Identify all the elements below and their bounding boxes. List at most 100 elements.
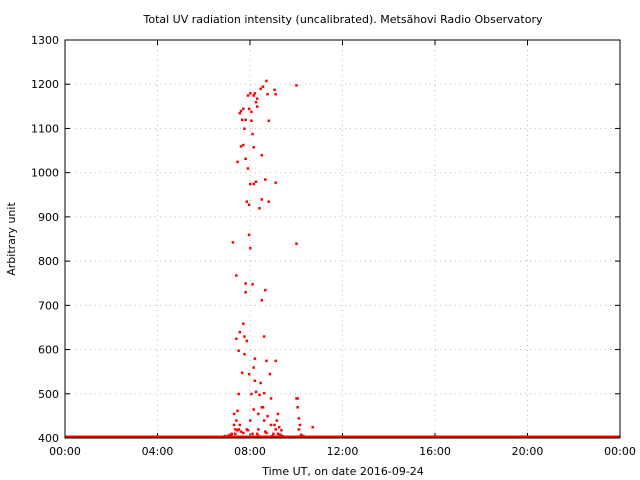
- data-point: [252, 94, 255, 97]
- x-tick-label: 08:00: [234, 445, 266, 458]
- data-point: [262, 335, 266, 338]
- data-point: [302, 434, 305, 438]
- data-point: [165, 435, 169, 439]
- data-point: [264, 288, 267, 292]
- data-point: [273, 88, 276, 92]
- data-point: [259, 381, 262, 385]
- data-point: [251, 132, 254, 136]
- x-tick-label: 16:00: [419, 445, 451, 458]
- data-point: [223, 434, 227, 438]
- data-point: [243, 127, 246, 130]
- data-point: [281, 434, 284, 438]
- data-point: [255, 105, 259, 108]
- data-point: [244, 118, 247, 122]
- data-point: [269, 397, 273, 400]
- data-point: [243, 352, 246, 356]
- data-point: [244, 157, 247, 161]
- data-point: [296, 397, 299, 400]
- data-point: [220, 435, 223, 439]
- y-tick-label: 1200: [31, 78, 59, 91]
- data-point: [245, 339, 249, 343]
- data-point: [255, 432, 259, 436]
- data-point: [244, 291, 247, 294]
- data-point: [266, 92, 269, 96]
- data-point: [250, 119, 253, 122]
- data-point: [242, 107, 245, 111]
- data-point: [232, 423, 236, 427]
- data-point: [249, 182, 252, 186]
- data-point: [238, 111, 242, 115]
- y-tick-label: 500: [38, 388, 59, 401]
- data-point: [177, 435, 180, 439]
- data-point: [239, 109, 243, 113]
- data-point: [250, 110, 253, 114]
- data-point: [311, 425, 314, 429]
- data-point: [267, 200, 270, 203]
- data-point: [274, 92, 277, 96]
- data-point: [236, 429, 239, 432]
- data-point: [242, 143, 245, 147]
- y-tick-labels: 400 500 600 700 800 900 1000 1100 1200 1300: [31, 34, 59, 445]
- data-point: [236, 409, 239, 413]
- data-point: [245, 428, 249, 431]
- data-point: [233, 428, 237, 431]
- y-tick-label: 900: [38, 211, 59, 224]
- data-point: [265, 79, 268, 83]
- x-tick-labels: 00:00 04:00 08:00 12:00 16:00 20:00 00:00: [49, 445, 636, 458]
- data-point: [237, 349, 240, 352]
- data-point: [309, 435, 312, 439]
- data-point: [265, 431, 268, 435]
- data-point: [238, 423, 242, 427]
- y-axis-label: Arbitrary unit: [5, 202, 18, 276]
- data-point: [295, 84, 298, 87]
- data-point: [297, 428, 301, 431]
- data-point: [254, 180, 258, 184]
- data-point: [253, 379, 257, 383]
- data-point: [265, 359, 268, 363]
- data-point: [257, 412, 260, 416]
- plot-frame: [64, 39, 621, 439]
- data-point: [233, 432, 237, 436]
- data-point: [240, 118, 244, 122]
- data-point: [295, 242, 298, 245]
- y-tick-label: 400: [38, 432, 59, 445]
- data-point: [240, 371, 244, 375]
- data-point: [246, 167, 250, 170]
- y-tick-label: 1000: [31, 167, 59, 180]
- data-point: [239, 430, 243, 433]
- data-point: [264, 178, 267, 181]
- data-point: [253, 357, 257, 360]
- data-point: [260, 299, 264, 302]
- data-point: [267, 436, 270, 439]
- data-point: [245, 200, 249, 203]
- data-point: [257, 434, 260, 438]
- data-point: [259, 87, 262, 91]
- data-point: [238, 330, 242, 334]
- chart-title: Total UV radiation intensity (uncalibrat…: [143, 13, 543, 26]
- data-point: [242, 431, 245, 435]
- data-point: [251, 432, 254, 436]
- data-point: [253, 92, 257, 95]
- data-point: [258, 207, 261, 210]
- data-point: [269, 423, 273, 427]
- data-point: [250, 392, 253, 396]
- data-point: [249, 92, 252, 95]
- data-point: [237, 392, 240, 396]
- data-point: [154, 435, 157, 439]
- data-point: [249, 419, 252, 422]
- data-point: [235, 419, 238, 422]
- data-point: [107, 435, 111, 439]
- data-point: [262, 391, 266, 395]
- data-point: [297, 417, 301, 420]
- data-point: [227, 434, 230, 437]
- data-point: [252, 408, 255, 411]
- data-point: [299, 433, 303, 436]
- data-point: [274, 181, 277, 184]
- data-point: [280, 429, 283, 432]
- y-tick-label: 800: [38, 255, 59, 268]
- data-point: [231, 241, 235, 244]
- y-tick-label: 1300: [31, 34, 59, 47]
- data-point: [246, 94, 250, 97]
- data-point: [252, 366, 255, 369]
- data-point: [236, 160, 239, 164]
